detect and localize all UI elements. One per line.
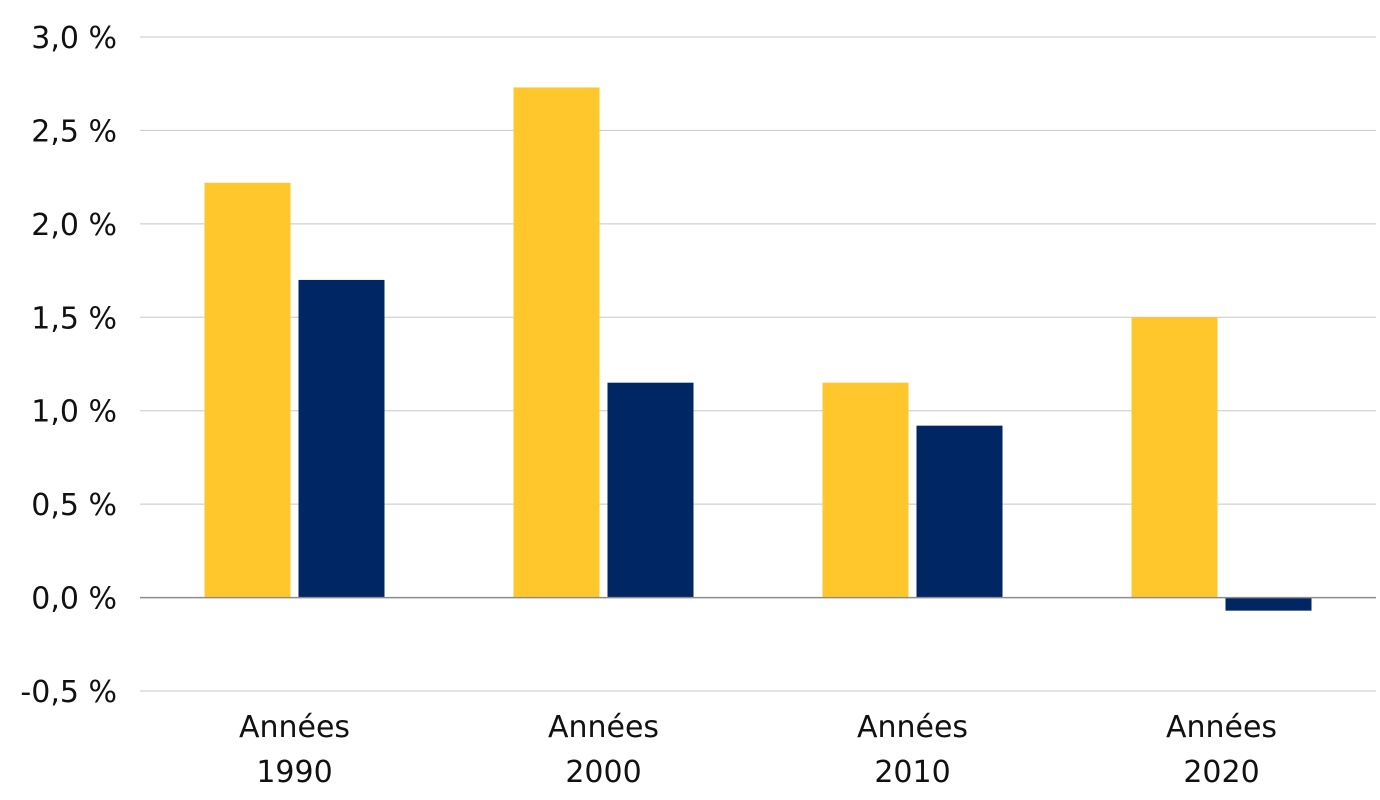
x-category-label-line2: 2020 [1183, 755, 1259, 790]
bar-series-1-2000 [513, 87, 600, 598]
y-tick-label: -0,5 % [20, 675, 117, 710]
x-category-label-line2: 2000 [565, 755, 641, 790]
bar-series-2-1990 [298, 279, 385, 598]
y-axis-tick-labels: -0,5 % 0,0 % 0,5 % 1,0 % 1,5 % 2,0 % 2,5 % 3,0 … [20, 21, 117, 710]
x-axis-category-labels: Années 1990 Années 2000 Années 2010 Années 2020 [239, 710, 1277, 790]
x-category-label-line2: 2010 [874, 755, 950, 790]
y-tick-label: 1,0 % [31, 395, 117, 430]
x-category-label-line1: Années [857, 710, 968, 745]
bar-series-2-2020 [1225, 597, 1312, 611]
y-tick-label: 0,0 % [31, 582, 117, 617]
x-category-label-line1: Années [1166, 710, 1277, 745]
y-tick-label: 0,5 % [31, 488, 117, 523]
y-tick-label: 3,0 % [31, 21, 117, 56]
x-category-label-line1: Années [239, 710, 350, 745]
y-tick-label: 2,0 % [31, 208, 117, 243]
bar-series-1-1990 [204, 182, 291, 598]
bar-series-2-2000 [607, 382, 694, 598]
y-tick-label: 1,5 % [31, 301, 117, 336]
bar-series-1-2010 [822, 382, 909, 598]
x-category-label-line1: Années [548, 710, 659, 745]
bars [204, 87, 1312, 611]
bar-series-1-2020 [1131, 317, 1218, 598]
bar-series-2-2010 [916, 425, 1003, 598]
x-category-label-line2: 1990 [256, 755, 332, 790]
y-tick-label: 2,5 % [31, 114, 117, 149]
